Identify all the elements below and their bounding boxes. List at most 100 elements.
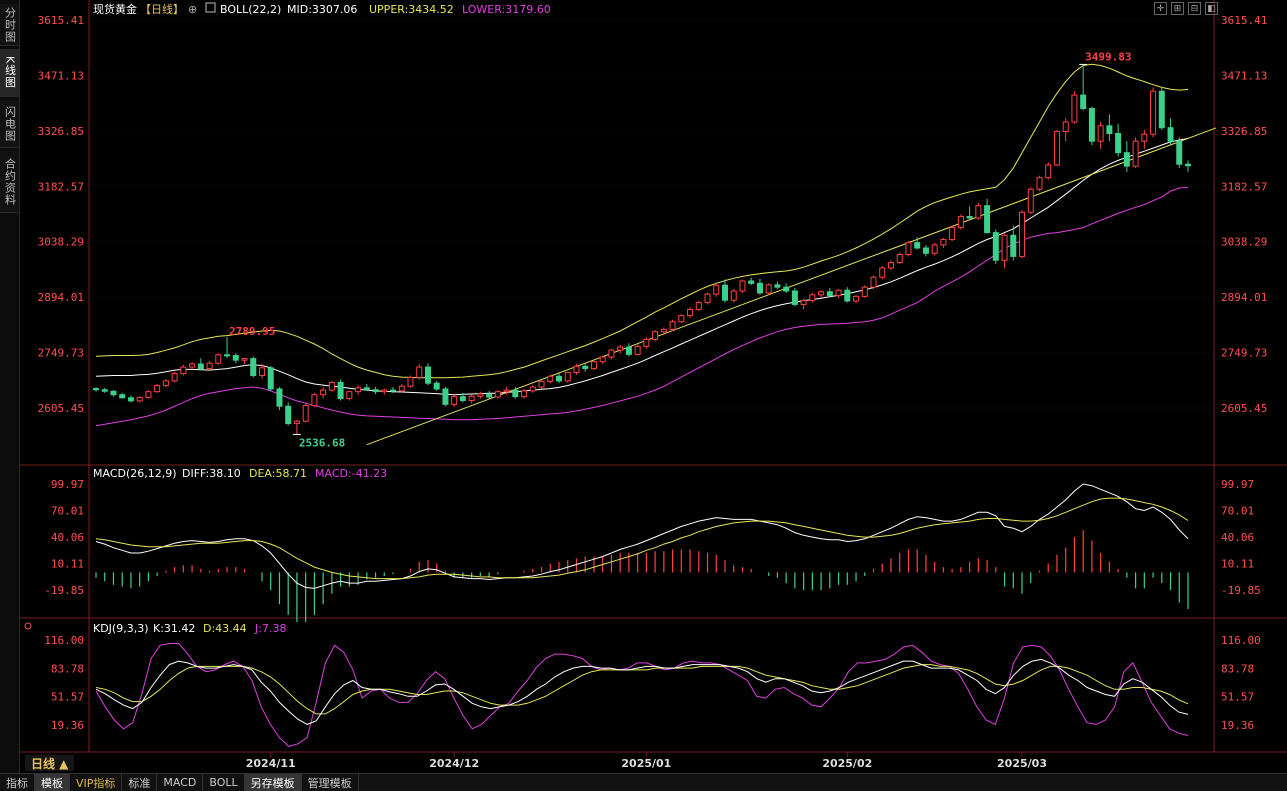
candle-body[interactable] — [180, 366, 187, 375]
zoom-in-icon[interactable]: ⊞ — [1171, 2, 1184, 15]
candle-body[interactable] — [949, 227, 956, 241]
candle-body[interactable] — [1185, 163, 1191, 167]
candle-body[interactable] — [1106, 125, 1113, 134]
candle-body[interactable] — [879, 267, 886, 278]
candle-body[interactable] — [258, 367, 265, 377]
candle-body[interactable] — [189, 363, 196, 368]
candle-body[interactable] — [93, 388, 99, 391]
candle-body[interactable] — [608, 349, 615, 358]
tab-timeshare[interactable]: 分时图 — [0, 4, 19, 46]
candle-body[interactable] — [346, 391, 353, 400]
tab-standard[interactable]: 标准 — [122, 774, 158, 791]
candle-body[interactable] — [355, 387, 362, 393]
candle-body[interactable] — [713, 284, 720, 295]
candle-body[interactable] — [1158, 90, 1165, 129]
candle-body[interactable] — [765, 284, 772, 294]
tab-contract-info[interactable]: 合约资料 — [0, 151, 19, 213]
candle-body[interactable] — [844, 289, 851, 302]
candle-body[interactable] — [1088, 108, 1095, 142]
candle-body[interactable] — [328, 381, 335, 391]
candle-body[interactable] — [896, 254, 903, 264]
candle-body[interactable] — [538, 380, 545, 388]
candle-body[interactable] — [232, 355, 239, 361]
candle-body[interactable] — [215, 354, 222, 364]
candle-body[interactable] — [224, 354, 231, 357]
candle-body[interactable] — [590, 361, 597, 370]
period-selector[interactable]: 日线 ▲ — [25, 755, 75, 771]
candle-body[interactable] — [250, 358, 257, 377]
candle-body[interactable] — [285, 405, 292, 425]
candle-body[interactable] — [914, 242, 921, 249]
tab-template[interactable]: 模板 — [35, 774, 70, 791]
candle-body[interactable] — [197, 363, 204, 370]
candle-body[interactable] — [800, 300, 807, 305]
candle-body[interactable] — [1123, 152, 1130, 167]
candle-body[interactable] — [390, 389, 397, 392]
candle-body[interactable] — [442, 388, 449, 405]
settings-gear-icon[interactable]: ⊕ — [188, 3, 197, 16]
candle-body[interactable] — [311, 394, 318, 406]
candle-body[interactable] — [206, 362, 213, 370]
candle-body[interactable] — [704, 293, 711, 304]
candle-body[interactable] — [669, 321, 676, 330]
tab-vip-indicator[interactable]: VIP指标 — [70, 774, 123, 791]
candle-body[interactable] — [984, 205, 991, 234]
candle-body[interactable] — [940, 239, 947, 246]
tab-flash[interactable]: 闪电图 — [0, 100, 19, 148]
candle-body[interactable] — [643, 338, 650, 347]
candle-body[interactable] — [818, 291, 825, 296]
candle-body[interactable] — [101, 389, 108, 392]
candle-body[interactable] — [171, 373, 178, 382]
candle-body[interactable] — [835, 289, 842, 297]
candle-body[interactable] — [302, 404, 309, 422]
candle-body[interactable] — [1071, 94, 1078, 123]
candle-body[interactable] — [721, 284, 728, 301]
tab-manage-template[interactable]: 管理模板 — [302, 774, 359, 791]
candle-body[interactable] — [922, 247, 929, 254]
candle-body[interactable] — [887, 262, 894, 269]
candle-body[interactable] — [529, 386, 536, 392]
candle-body[interactable] — [381, 389, 388, 393]
candle-body[interactable] — [127, 397, 134, 402]
candle-body[interactable] — [1167, 127, 1174, 142]
candle-body[interactable] — [459, 396, 466, 401]
candle-body[interactable] — [547, 375, 554, 382]
candle-body[interactable] — [119, 394, 126, 399]
candle-body[interactable] — [154, 385, 161, 393]
candle-body[interactable] — [1001, 234, 1008, 261]
candle-body[interactable] — [276, 388, 283, 407]
candle-body[interactable] — [241, 358, 248, 361]
candle-body[interactable] — [599, 356, 606, 363]
candle-body[interactable] — [975, 205, 982, 219]
tab-boll[interactable]: BOLL — [203, 774, 245, 791]
candlestick-series[interactable] — [93, 64, 1191, 435]
candle-body[interactable] — [931, 244, 938, 254]
candle-body[interactable] — [136, 396, 143, 402]
crosshair-icon[interactable]: ✛ — [1154, 2, 1167, 15]
candle-body[interactable] — [756, 282, 763, 294]
candle-body[interactable] — [861, 286, 868, 297]
candle-body[interactable] — [110, 390, 117, 396]
candle-body[interactable] — [512, 389, 519, 398]
candle-body[interactable] — [494, 391, 501, 398]
candle-body[interactable] — [363, 387, 370, 391]
candle-body[interactable] — [1176, 140, 1183, 165]
candle-body[interactable] — [1115, 132, 1122, 154]
candle-body[interactable] — [634, 345, 641, 355]
candle-body[interactable] — [320, 389, 327, 396]
candle-body[interactable] — [695, 302, 702, 310]
candle-body[interactable] — [625, 346, 632, 355]
candle-body[interactable] — [145, 391, 152, 398]
candle-body[interactable] — [433, 382, 440, 390]
zoom-out-icon[interactable]: ⊟ — [1188, 2, 1201, 15]
candle-body[interactable] — [162, 380, 169, 387]
candle-body[interactable] — [826, 291, 833, 297]
candle-body[interactable] — [372, 389, 379, 393]
candle-body[interactable] — [424, 366, 431, 384]
candle-body[interactable] — [521, 390, 528, 398]
candle-body[interactable] — [1036, 177, 1043, 190]
candle-body[interactable] — [905, 242, 912, 256]
candle-body[interactable] — [1132, 140, 1139, 167]
candle-body[interactable] — [407, 376, 414, 387]
candle-body[interactable] — [1150, 90, 1157, 135]
